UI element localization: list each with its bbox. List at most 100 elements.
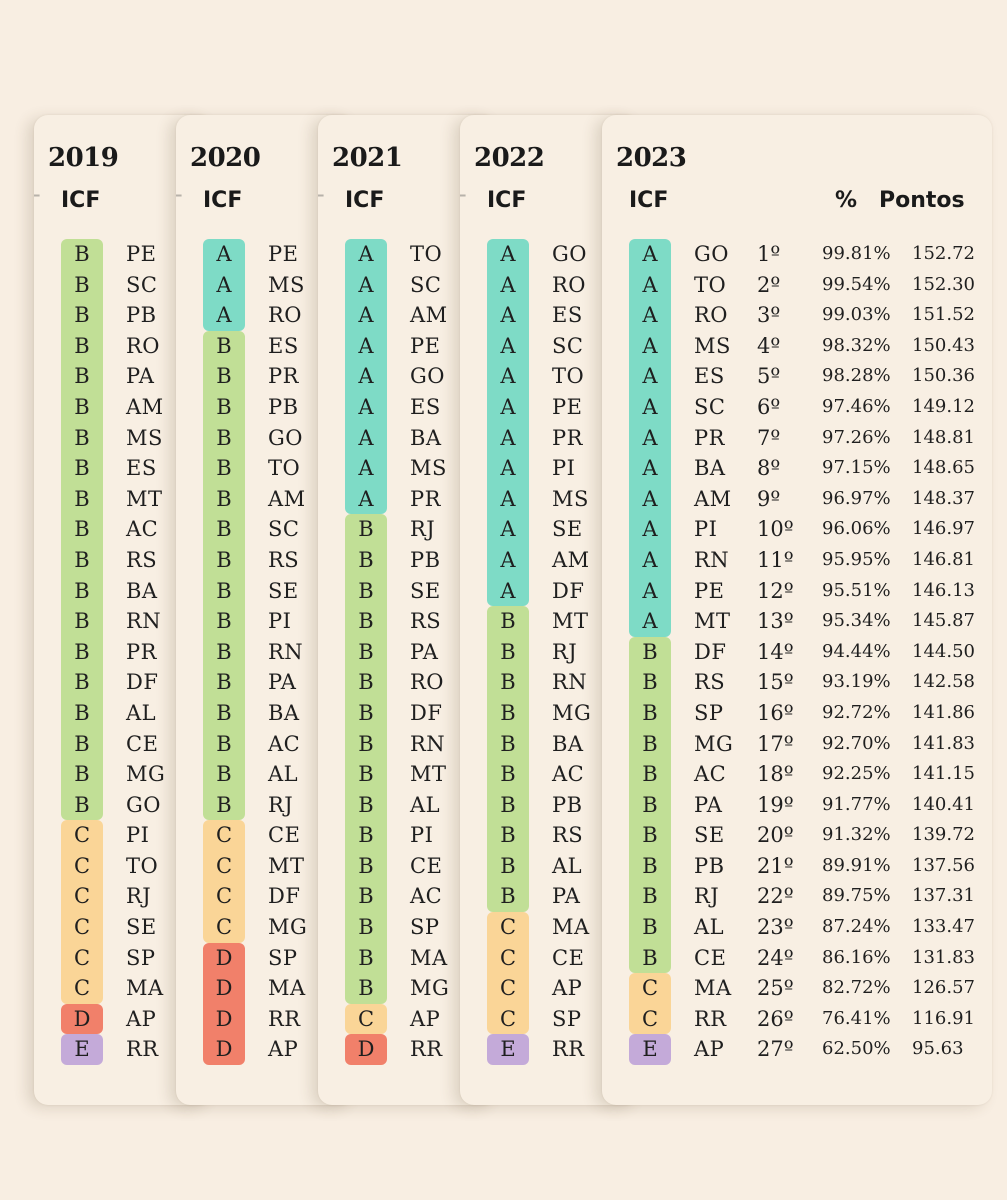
grade-cell: E xyxy=(487,1034,529,1066)
table-row: C DF xyxy=(176,881,356,913)
state-code: PE xyxy=(694,578,725,603)
table-row: B BA xyxy=(176,697,356,729)
rank-position: 1º xyxy=(757,242,781,266)
state-code: AP xyxy=(694,1037,725,1062)
grade-cell: B xyxy=(203,544,245,576)
grade-cell: A xyxy=(345,361,387,392)
grade-cell: C xyxy=(203,850,245,882)
grade-cell: A xyxy=(487,422,529,454)
grade-cell: A xyxy=(345,269,387,301)
state-code: RR xyxy=(126,1037,159,1062)
state-code: TO xyxy=(694,272,727,297)
table-row: B SE xyxy=(318,575,498,607)
points-value: 144.50 xyxy=(912,640,975,662)
table-row: A RO xyxy=(460,269,640,301)
state-code: RJ xyxy=(410,517,436,542)
table-row: B AL xyxy=(460,850,640,882)
plus-icon[interactable]: + xyxy=(176,183,184,207)
grade-cell: A xyxy=(345,239,387,270)
state-code: PA xyxy=(126,364,155,389)
state-code: MS xyxy=(268,272,305,297)
grade-cell: A xyxy=(487,330,529,362)
percent-value: 62.50% xyxy=(822,1038,891,1060)
table-row: B GO xyxy=(34,789,214,821)
grade-cell: A xyxy=(345,453,387,484)
grade-cell: A xyxy=(487,575,529,607)
year-title: 2019 xyxy=(48,143,119,173)
percent-value: 97.26% xyxy=(822,426,891,448)
state-code: GO xyxy=(552,242,587,266)
state-code: MA xyxy=(268,976,306,1001)
grade-cell: B xyxy=(629,636,671,668)
table-row: B PB xyxy=(176,391,356,423)
percent-value: 92.72% xyxy=(822,701,891,723)
rank-position: 25º xyxy=(757,976,794,1001)
year-card-2023[interactable]: 2023 ICF% Pontos A GO 1º 99.81% 152.72 A TO 2º 99.5… xyxy=(602,115,992,1105)
table-row: B RS xyxy=(318,606,498,637)
grade-cell: A xyxy=(203,300,245,331)
percent-value: 97.46% xyxy=(822,395,891,417)
table-row: B AL xyxy=(318,789,498,821)
table-row: A ES 5º 98.28% 150.36 xyxy=(602,361,992,392)
table-row: B PB xyxy=(34,300,214,331)
table-row: B MA xyxy=(318,942,498,974)
icf-header: ICF xyxy=(61,188,101,213)
state-code: PB xyxy=(552,792,583,817)
rank-position: 21º xyxy=(757,853,794,878)
plus-icon[interactable]: + xyxy=(318,183,326,207)
table-row: B GO xyxy=(176,422,356,454)
rank-position: 22º xyxy=(757,884,794,909)
state-code: RO xyxy=(268,303,303,328)
grade-cell: B xyxy=(203,330,245,362)
grade-cell: B xyxy=(345,820,387,851)
state-code: MG xyxy=(410,976,450,1001)
state-code: BA xyxy=(694,456,726,481)
table-row: A MS 4º 98.32% 150.43 xyxy=(602,330,992,362)
percent-value: 86.16% xyxy=(822,946,891,968)
grade-cell: C xyxy=(487,973,529,1004)
plus-icon[interactable]: + xyxy=(460,183,468,207)
table-row: A AM 9º 96.97% 148.37 xyxy=(602,483,992,515)
percent-value: 98.28% xyxy=(822,365,891,387)
rank-position: 18º xyxy=(757,762,794,787)
state-code: AM xyxy=(126,394,164,419)
state-code: SE xyxy=(410,578,441,603)
table-row: B MG xyxy=(460,697,640,729)
table-row: B TO xyxy=(176,453,356,484)
state-code: PE xyxy=(410,333,441,358)
table-row: B RO xyxy=(318,667,498,698)
points-value: 146.13 xyxy=(912,579,975,601)
table-row: A PR xyxy=(460,422,640,454)
grade-cell: A xyxy=(345,483,387,515)
state-code: SC xyxy=(126,272,158,297)
points-value: 126.57 xyxy=(912,977,975,999)
state-code: DF xyxy=(694,639,727,664)
table-row: C SP xyxy=(460,1003,640,1035)
grade-cell: B xyxy=(61,239,103,270)
table-row: C RJ xyxy=(34,881,214,913)
grade-cell: A xyxy=(487,361,529,392)
plus-icon[interactable]: + xyxy=(34,183,42,207)
table-row: B AL 23º 87.24% 133.47 xyxy=(602,912,992,943)
grade-cell: C xyxy=(629,973,671,1004)
icf-header: ICF xyxy=(203,188,243,213)
grade-cell: C xyxy=(345,1003,387,1035)
rank-position: 9º xyxy=(757,486,781,511)
table-row: A MT 13º 95.34% 145.87 xyxy=(602,606,992,637)
table-row: B CE 24º 86.16% 131.83 xyxy=(602,942,992,974)
grade-cell: C xyxy=(629,1003,671,1035)
ranking-list: A PE A MS A RO B ES B PR B PB B GO B TO B AM B SC B RS B SE B PI B… xyxy=(176,239,356,1066)
grade-cell: B xyxy=(629,820,671,851)
grade-cell: B xyxy=(61,759,103,790)
state-code: AC xyxy=(268,731,301,756)
table-row: C MA xyxy=(34,973,214,1004)
ranking-list: A GO 1º 99.81% 152.72 A TO 2º 99.54% 152.30 A RO 3º 9… xyxy=(602,239,992,1066)
state-code: PI xyxy=(410,823,434,848)
grade-cell: C xyxy=(487,942,529,974)
points-value: 133.47 xyxy=(912,916,975,938)
percent-value: 99.81% xyxy=(822,243,891,264)
state-code: CE xyxy=(694,945,727,970)
grade-cell: C xyxy=(203,881,245,913)
state-code: RS xyxy=(552,823,584,848)
year-title: 2021 xyxy=(332,143,403,173)
